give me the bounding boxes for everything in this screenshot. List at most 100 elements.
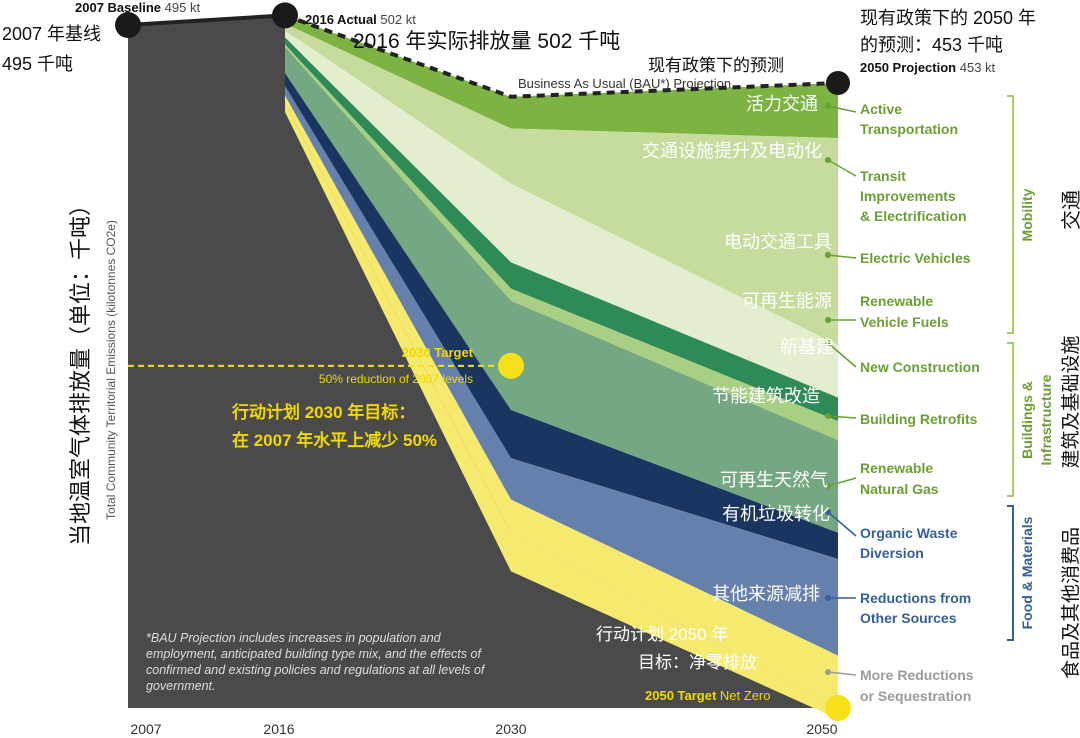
group-food-cn: 食品及其他消费品 [1060, 527, 1080, 679]
area-active_transportation [285, 15, 838, 139]
x-tick-label: 2007 [130, 721, 161, 737]
projection-value: 453 kt [960, 60, 996, 75]
projection-cn-1: 现有政策下的 2050 年 [860, 8, 1036, 28]
group-buildings-cn: 建筑及基础设施 [1060, 335, 1080, 468]
area-label-newcon-cn: 新基建 [780, 337, 834, 357]
area-label-fuels-cn: 可再生能源 [742, 291, 832, 311]
legend-other-sources: Reductions from Other Sources [860, 590, 975, 626]
baseline-cn-1: 2007 年基线 [2, 24, 101, 44]
group-buildings-1: Buildings & [1019, 381, 1035, 459]
legend-leader [827, 671, 857, 676]
legend-organic-waste-diversion: Organic Waste Diversion [860, 525, 961, 561]
legend-line: More Reductions [860, 667, 974, 683]
bau-note: *BAU Projection includes increases in po… [146, 631, 486, 693]
area-renewable_vehicle_fuels [285, 37, 838, 422]
baseline-marker [115, 12, 141, 39]
legend-renewable-vehicle-fuels: Renewable Vehicle Fuels [860, 293, 949, 330]
legend-leader-dot [825, 340, 831, 346]
legend-line: Other Sources [860, 610, 957, 626]
area-label-active-cn: 活力交通 [746, 94, 818, 114]
legend-leader [827, 415, 857, 419]
legend-building-retrofits: Building Retrofits [860, 411, 978, 427]
legend: Active Transportation Transit Improvemen… [860, 101, 980, 704]
bau-note-line: government. [146, 679, 215, 693]
historical-area [128, 15, 838, 709]
x-axis: 2007 2016 2030 2050 [130, 721, 837, 737]
group-mobility: Mobility [1019, 188, 1035, 241]
bau-line [284, 13, 839, 99]
target-2030-cn-1: 行动计划 2030 年目标： [231, 402, 415, 422]
actual-marker [272, 2, 298, 29]
legend-more-reductions: More Reductions or Sequestration [860, 667, 977, 704]
group-buildings-2: Infrastructure [1038, 374, 1054, 465]
legend-leader-dot [825, 317, 831, 323]
area-transit_improvements [285, 23, 838, 346]
legend-leader [827, 342, 857, 368]
legend-leader [827, 511, 857, 537]
baseline-bold: 2007 Baseline [75, 0, 161, 15]
target-2050-label: 2050 Target Net Zero [645, 688, 771, 703]
bau-note-line: employment, anticipated building type mi… [146, 647, 482, 661]
target-2030-cn-2: 在 2007 年水平上减少 50% [232, 430, 437, 450]
chart-markers [115, 2, 851, 721]
legend-leader-dot [825, 669, 831, 675]
area-building_retrofits [285, 44, 838, 533]
legend-leaders [825, 103, 857, 676]
chart-lines [127, 13, 839, 367]
baseline-cn-2: 495 千吨 [2, 54, 73, 74]
baseline-value: 495 kt [165, 0, 201, 15]
actual-bold: 2016 Actual [305, 12, 377, 27]
projection-bold: 2050 Projection [860, 60, 956, 75]
target-2050-cn-2: 目标：净零排放 [638, 653, 757, 672]
legend-renewable-natural-gas: Renewable Natural Gas [860, 460, 939, 497]
legend-line: Renewable [860, 293, 933, 309]
legend-leader [827, 254, 857, 259]
y-axis-label: Total Community Territorial Emissions (k… [104, 220, 118, 520]
food-bracket [1007, 505, 1014, 641]
legend-line: Renewable [860, 460, 933, 476]
legend-leader [827, 159, 857, 177]
legend-leader-dot [825, 157, 831, 163]
area-organic_waste_diversion [285, 85, 838, 656]
legend-active-transportation: Active Transportation [860, 101, 958, 137]
area-renewable_natural_gas [285, 73, 838, 559]
legend-new-construction: New Construction [860, 359, 980, 375]
stacked-areas [128, 15, 838, 720]
legend-leader-dot [825, 413, 831, 419]
area-label-organic-cn: 有机垃圾转化 [722, 504, 830, 524]
legend-leader-dot [825, 103, 831, 109]
legend-line: Building Retrofits [860, 411, 978, 427]
bau-note-line: *BAU Projection includes increases in po… [146, 631, 442, 645]
area-label-retrofit-cn: 节能建筑改造 [712, 386, 820, 406]
group-food: Food & Materials [1019, 516, 1035, 629]
y-axis-label-cn: 当地温室气体排放量（单位：千吨） [68, 194, 93, 546]
area-label-transit-cn: 交通设施提升及电动化 [642, 141, 822, 161]
bau-note-line: confirmed and existing policies and regu… [146, 663, 486, 677]
legend-line: Improvements [860, 188, 956, 204]
buildings-bracket [1007, 342, 1014, 497]
mobility-bracket [1007, 95, 1014, 334]
actual-value: 502 kt [380, 12, 416, 27]
legend-line: Vehicle Fuels [860, 314, 949, 330]
x-tick-label: 2030 [495, 721, 526, 737]
legend-leader-dot [825, 509, 831, 515]
legend-line: Natural Gas [860, 481, 939, 497]
area-new_construction [285, 44, 838, 441]
bau-cn: 现有政策下的预测 [648, 56, 784, 75]
legend-electric-vehicles: Electric Vehicles [860, 250, 971, 266]
x-tick-label: 2050 [806, 721, 837, 737]
legend-line: Reductions from [860, 590, 971, 606]
legend-line: Organic Waste [860, 525, 958, 541]
legend-leader-dot [825, 252, 831, 258]
target-2030-sub: 50% reduction of 2007 levels [319, 372, 473, 386]
bau-label: Business As Usual (BAU*) Projection [518, 76, 731, 91]
actual-label: 2016 Actual 502 kt [305, 12, 416, 27]
legend-line: Transit [860, 168, 906, 184]
area-electric_vehicles [285, 30, 838, 398]
target-2030-marker [498, 352, 524, 379]
legend-leader [827, 105, 857, 113]
legend-line: & Electrification [860, 208, 967, 224]
group-mobility-cn: 交通 [1060, 190, 1080, 230]
projection-label: 2050 Projection 453 kt [860, 60, 996, 75]
